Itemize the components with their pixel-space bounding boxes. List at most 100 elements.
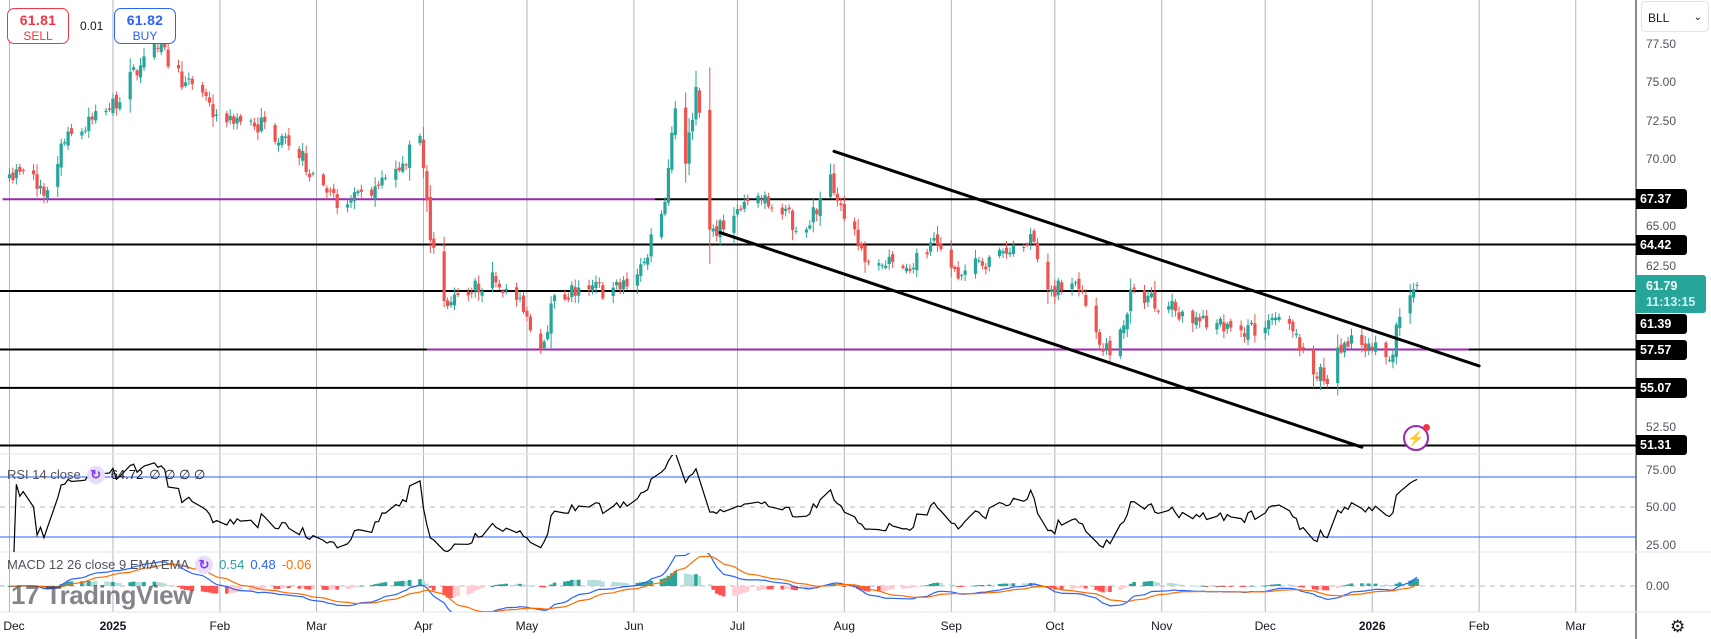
- candle: [1129, 278, 1133, 324]
- macd-histogram-bar: [473, 586, 477, 591]
- candle-body: [1108, 340, 1112, 356]
- macd-histogram-bar: [421, 580, 426, 586]
- candle-body: [7, 174, 12, 179]
- candle: [646, 253, 650, 271]
- candle-body: [980, 261, 984, 266]
- candle-body: [973, 258, 978, 274]
- buy-button[interactable]: 61.82 BUY: [114, 8, 176, 44]
- candle-body: [987, 257, 991, 267]
- candle: [1291, 319, 1295, 338]
- candle: [214, 109, 219, 122]
- lightning-icon[interactable]: ⚡: [1403, 424, 1430, 451]
- macd-histogram-bar: [1173, 583, 1178, 586]
- macd-histogram-bar: [594, 580, 598, 586]
- candle-body: [418, 135, 422, 144]
- candle: [1098, 329, 1102, 351]
- sync-icon[interactable]: ↻: [195, 556, 214, 574]
- macd-histogram-bar: [742, 586, 747, 593]
- candle-body: [673, 108, 677, 136]
- candle-body: [718, 220, 722, 238]
- candle-body: [211, 104, 215, 117]
- candle-body: [1194, 317, 1198, 326]
- candle-body: [473, 280, 477, 291]
- time-label: May: [515, 619, 539, 633]
- macd-histogram-bar: [528, 585, 533, 587]
- macd-histogram-bar: [901, 586, 905, 589]
- candle: [38, 179, 43, 195]
- candle: [694, 70, 698, 126]
- candle-body: [1391, 354, 1395, 363]
- candle: [1294, 329, 1298, 339]
- candle: [746, 194, 750, 206]
- candle-body: [1156, 310, 1160, 312]
- horizontal-levels[interactable]: [0, 198, 1636, 447]
- candle-body: [1343, 342, 1347, 353]
- candle: [118, 97, 122, 112]
- macd-histogram-bar: [780, 586, 785, 590]
- candle-body: [929, 242, 933, 252]
- candle-body: [732, 215, 736, 233]
- candle-body: [1218, 318, 1222, 325]
- sync-icon[interactable]: ↻: [86, 466, 105, 484]
- candle: [466, 287, 470, 302]
- candle-body: [311, 173, 315, 175]
- candle: [490, 261, 495, 293]
- candle: [1370, 342, 1374, 353]
- rsi-pane: [0, 455, 1636, 552]
- candle-body: [863, 245, 867, 262]
- candle: [1142, 284, 1147, 309]
- candle-body: [1249, 322, 1254, 325]
- macd-histogram-bar: [1387, 585, 1392, 587]
- candle-body: [252, 122, 256, 127]
- candle: [249, 118, 253, 126]
- macd-histogram-bar: [1391, 585, 1395, 587]
- candle-body: [152, 44, 156, 58]
- candle: [63, 138, 67, 146]
- candle: [984, 263, 988, 275]
- macd-histogram-bar: [1149, 581, 1154, 586]
- macd-histogram-bar: [380, 582, 384, 586]
- sell-button[interactable]: 61.81 SELL: [7, 8, 69, 44]
- rsi-tick: 25.00: [1646, 537, 1677, 552]
- time-label: Mar: [306, 619, 327, 633]
- candle: [708, 67, 712, 265]
- candle-body: [1177, 312, 1181, 320]
- candle: [190, 75, 194, 90]
- macd-histogram-bar: [939, 582, 943, 586]
- macd-histogram-bar: [576, 579, 581, 586]
- macd-histogram-bar: [1122, 586, 1126, 589]
- macd-histogram-bar: [335, 586, 339, 590]
- macd-histogram-bar: [549, 584, 553, 586]
- macd-histogram-bar: [1270, 584, 1274, 586]
- macd-histogram-bar: [1218, 585, 1223, 587]
- rsi-legend[interactable]: RSI 14 close ↻ 64.72 ∅ ∅ ∅ ∅: [7, 466, 205, 484]
- candle-body: [104, 110, 108, 113]
- candle: [1222, 314, 1226, 339]
- trendlines[interactable]: [718, 149, 1481, 449]
- macd-histogram-bar: [563, 581, 567, 586]
- time-label: 2026: [1358, 619, 1386, 633]
- macd-histogram-bar: [1349, 583, 1354, 586]
- candle: [56, 155, 60, 197]
- macd-legend[interactable]: MACD 12 26 close 9 EMA EMA ↻ 0.54 0.48 -…: [7, 556, 311, 574]
- candle-body: [687, 132, 691, 164]
- macd-histogram-bar: [904, 586, 909, 589]
- macd-histogram-bar: [908, 586, 912, 589]
- candle: [929, 237, 933, 256]
- macd-histogram-bar: [183, 586, 188, 590]
- candle: [973, 249, 978, 279]
- settings-icon[interactable]: ⚙: [1670, 617, 1686, 636]
- macd-histogram-bar: [376, 583, 381, 586]
- candle-body: [1070, 283, 1074, 290]
- candle: [860, 241, 864, 251]
- candle: [14, 163, 18, 185]
- candle-body: [901, 265, 905, 268]
- candle-body: [1053, 286, 1057, 297]
- candle-body: [14, 169, 18, 179]
- macd-histogram-bar: [877, 586, 881, 592]
- symbol-selector[interactable]: BLL ⌄: [1641, 1, 1709, 32]
- macd-histogram-bar: [373, 584, 377, 586]
- candle: [587, 279, 591, 296]
- candle-body: [1198, 317, 1202, 322]
